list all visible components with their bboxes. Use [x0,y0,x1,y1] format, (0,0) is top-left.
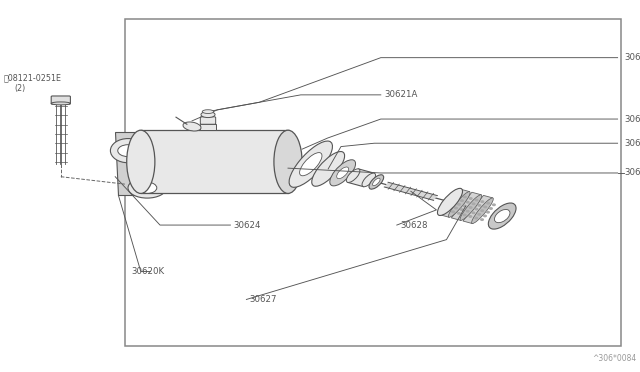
Polygon shape [463,195,493,224]
Ellipse shape [274,130,302,193]
Ellipse shape [346,169,360,183]
Text: 30627: 30627 [250,295,277,304]
Ellipse shape [495,209,510,223]
Ellipse shape [472,198,493,224]
Ellipse shape [312,151,344,186]
Circle shape [493,204,495,206]
Circle shape [478,205,481,206]
Circle shape [118,145,138,157]
Circle shape [475,208,477,210]
Ellipse shape [183,122,201,131]
Circle shape [461,209,463,211]
Circle shape [484,215,486,217]
Circle shape [487,202,490,204]
Text: 30628: 30628 [400,221,428,230]
Circle shape [463,205,466,207]
Ellipse shape [488,203,516,229]
Circle shape [469,216,472,217]
Circle shape [455,207,458,209]
Text: 30620K: 30620K [131,267,164,276]
Text: 30625A: 30625A [624,115,640,124]
Polygon shape [115,132,141,195]
Circle shape [467,202,469,203]
Ellipse shape [289,141,332,187]
Text: 30620L: 30620L [624,139,640,148]
Circle shape [469,207,472,208]
Ellipse shape [330,160,356,186]
Circle shape [463,214,466,216]
Circle shape [458,203,460,205]
Text: 30620: 30620 [624,169,640,177]
FancyBboxPatch shape [200,117,216,124]
Ellipse shape [369,175,383,189]
Text: 30624: 30624 [234,221,261,230]
Circle shape [481,210,483,211]
Circle shape [481,219,483,220]
Ellipse shape [362,173,376,187]
Ellipse shape [460,195,482,221]
Bar [125,19,621,346]
Circle shape [486,211,489,213]
Ellipse shape [202,110,214,113]
Circle shape [461,200,463,201]
Circle shape [478,214,481,215]
Bar [200,124,216,130]
Circle shape [475,217,477,219]
Ellipse shape [438,188,463,215]
Circle shape [467,211,469,212]
Circle shape [458,212,460,214]
FancyBboxPatch shape [51,96,70,104]
Polygon shape [384,182,437,201]
Ellipse shape [127,130,155,193]
Ellipse shape [300,153,322,176]
Circle shape [138,182,157,193]
Circle shape [481,201,484,202]
Circle shape [463,196,466,198]
Text: ^306*0084: ^306*0084 [593,354,637,363]
Circle shape [470,198,472,199]
Circle shape [472,212,475,214]
Text: (2): (2) [14,84,26,93]
Circle shape [472,203,475,205]
Ellipse shape [128,178,166,198]
Ellipse shape [372,178,380,186]
Text: 30621B: 30621B [624,53,640,62]
Text: 30621A: 30621A [384,90,417,99]
Circle shape [476,199,478,201]
Polygon shape [141,130,288,193]
Circle shape [452,211,454,212]
Polygon shape [348,169,374,187]
Ellipse shape [51,102,70,105]
Polygon shape [440,189,470,217]
Ellipse shape [449,192,470,217]
Circle shape [484,206,486,208]
Ellipse shape [111,138,146,163]
Circle shape [490,208,492,209]
Polygon shape [451,192,481,220]
Text: Ⓑ08121-0251E: Ⓑ08121-0251E [3,74,61,83]
Ellipse shape [201,112,215,118]
Ellipse shape [337,167,349,179]
